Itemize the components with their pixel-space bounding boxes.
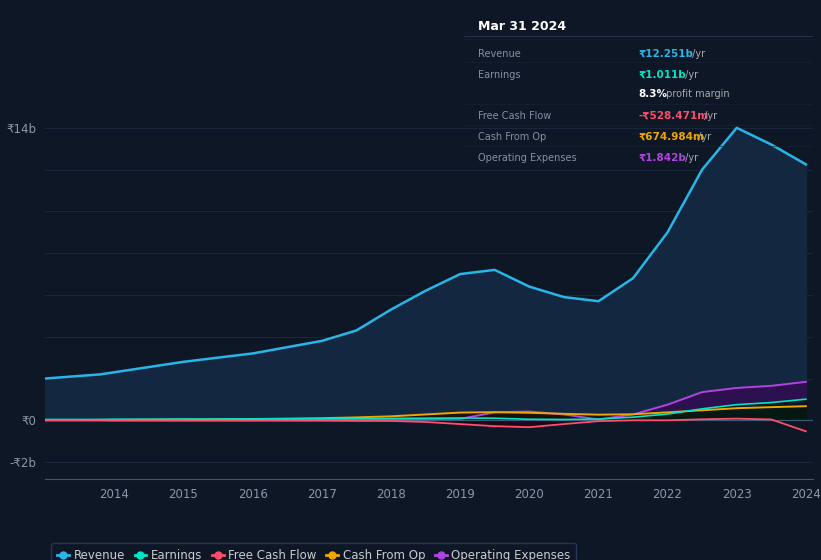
Text: Cash From Op: Cash From Op	[478, 132, 546, 142]
Text: Mar 31 2024: Mar 31 2024	[478, 20, 566, 33]
Text: 8.3%: 8.3%	[639, 90, 667, 100]
Text: /yr: /yr	[689, 49, 704, 59]
Text: ₹1.011b: ₹1.011b	[639, 70, 686, 80]
Text: /yr: /yr	[701, 110, 718, 120]
Text: profit margin: profit margin	[663, 90, 730, 100]
Text: Operating Expenses: Operating Expenses	[478, 153, 576, 163]
Text: ₹1.842b: ₹1.842b	[639, 153, 686, 163]
Text: ₹12.251b: ₹12.251b	[639, 49, 693, 59]
Text: /yr: /yr	[682, 153, 699, 163]
Text: Earnings: Earnings	[478, 70, 521, 80]
Text: /yr: /yr	[695, 132, 711, 142]
Text: Free Cash Flow: Free Cash Flow	[478, 110, 551, 120]
Text: Revenue: Revenue	[478, 49, 521, 59]
Text: -₹528.471m: -₹528.471m	[639, 110, 709, 120]
Legend: Revenue, Earnings, Free Cash Flow, Cash From Op, Operating Expenses: Revenue, Earnings, Free Cash Flow, Cash …	[51, 543, 576, 560]
Text: ₹674.984m: ₹674.984m	[639, 132, 704, 142]
Text: /yr: /yr	[682, 70, 699, 80]
